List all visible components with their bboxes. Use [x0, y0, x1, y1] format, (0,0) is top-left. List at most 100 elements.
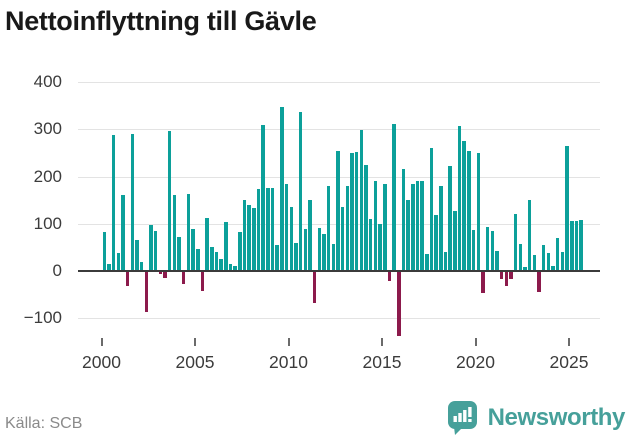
bar [392, 123, 396, 271]
bar [406, 200, 410, 271]
bar [331, 243, 336, 271]
bar [574, 221, 579, 271]
bar [546, 253, 551, 271]
x-axis-tick [381, 338, 383, 346]
bar [149, 225, 153, 271]
bar [294, 242, 298, 271]
bar [266, 188, 270, 271]
bar [481, 272, 485, 294]
x-axis-tick [474, 338, 477, 346]
bar [163, 272, 167, 278]
bar [205, 218, 209, 271]
bar [144, 272, 149, 313]
x-axis-tick-label: 2010 [269, 352, 308, 372]
bar [256, 189, 261, 271]
bar [509, 272, 513, 280]
bar [252, 208, 256, 271]
bar [284, 184, 289, 271]
newsworthy-wordmark: Newsworthy [487, 404, 626, 431]
bar [214, 251, 219, 271]
bar [200, 272, 205, 291]
y-axis-tick-label: 0 [52, 261, 62, 280]
bar [242, 200, 247, 271]
bar [340, 207, 345, 271]
x-axis-tick [568, 338, 570, 346]
bar [570, 220, 574, 271]
bar [181, 272, 186, 284]
bar [401, 169, 406, 271]
bar [247, 204, 251, 271]
y-gridline [78, 318, 600, 320]
bar [298, 111, 303, 271]
y-gridline [78, 82, 600, 83]
bar [135, 240, 139, 271]
bar [102, 232, 106, 271]
bar [373, 181, 378, 271]
bar [551, 266, 555, 271]
zero-axis-line [78, 270, 600, 272]
bar [513, 214, 518, 271]
bar [518, 244, 523, 271]
bar [471, 229, 476, 271]
bar [532, 254, 537, 271]
bar [107, 263, 111, 271]
newsworthy-logo: Newsworthy [446, 399, 625, 437]
bar [177, 236, 181, 271]
bar [228, 263, 233, 271]
bar [158, 272, 163, 275]
source-label: Källa: SCB [5, 415, 83, 432]
bar [116, 253, 121, 271]
bar [350, 152, 354, 271]
bar [383, 183, 387, 271]
bar [233, 266, 237, 271]
bar [439, 185, 443, 271]
x-axis-tick [287, 338, 290, 346]
bar [130, 133, 135, 271]
bar [270, 188, 275, 271]
bar [210, 247, 214, 271]
bar [172, 195, 177, 271]
bar [238, 232, 242, 271]
bar [415, 181, 420, 271]
bar [224, 221, 228, 271]
bar [317, 228, 322, 271]
x-axis-tick-label: 2020 [456, 352, 495, 372]
bar [453, 210, 457, 271]
bar [523, 266, 527, 271]
bar [448, 166, 452, 271]
bar [490, 230, 495, 271]
y-axis-tick-label: 100 [33, 213, 62, 233]
bar [397, 272, 401, 336]
x-axis-tick [100, 338, 103, 346]
bar [504, 272, 509, 287]
bar [537, 272, 541, 292]
y-axis-tick-label: 400 [33, 72, 62, 91]
bar [336, 150, 340, 271]
bar [579, 220, 583, 271]
bar [555, 238, 560, 271]
bar-chart-speech-bubble-icon [446, 400, 479, 436]
bar [153, 230, 158, 271]
bar [191, 229, 195, 271]
bar [495, 251, 499, 271]
bar [308, 200, 312, 271]
bar [354, 151, 359, 271]
y-axis-tick-label: 200 [33, 166, 62, 186]
x-axis-tick-label: 2000 [82, 352, 121, 372]
bar [368, 219, 373, 271]
bar [289, 207, 293, 271]
bar [485, 227, 490, 271]
bar [467, 151, 471, 271]
bar [167, 130, 172, 271]
x-axis-tick-label: 2015 [362, 352, 402, 372]
bar [345, 185, 350, 271]
y-gridline [78, 129, 600, 131]
bar [429, 148, 434, 271]
bar [125, 272, 130, 287]
bar [420, 181, 424, 271]
bar [196, 249, 200, 271]
bar [111, 135, 116, 271]
bar [121, 195, 125, 271]
bar [326, 185, 331, 271]
